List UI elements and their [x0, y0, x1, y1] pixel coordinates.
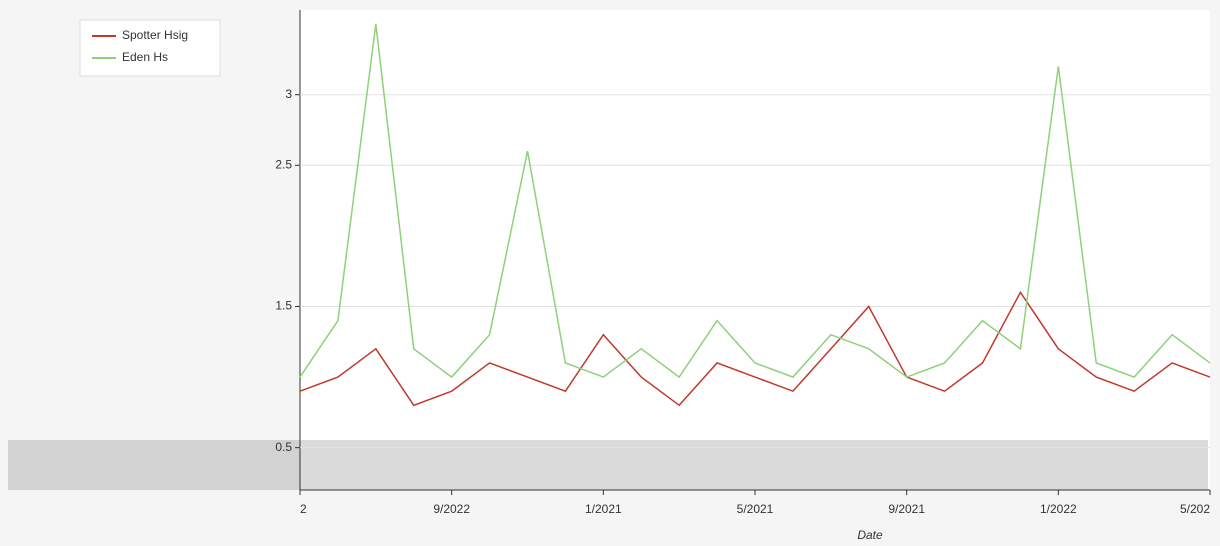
x-axis-label: Date	[857, 528, 883, 542]
y-tick-label: 1.5	[275, 299, 292, 313]
legend-label: Spotter Hsig	[122, 28, 188, 42]
x-tick-label: 1/2021	[585, 502, 622, 516]
x-tick-label: 5/202	[1180, 502, 1210, 516]
plot-area	[300, 10, 1210, 490]
y-tick-label: 0.5	[275, 440, 292, 454]
y-tick-label: 3	[285, 87, 292, 101]
x-tick-label: 9/2022	[433, 502, 470, 516]
y-tick-label: 2.5	[275, 157, 292, 171]
chart: Date Spotter Hsig Eden Hs 0.5 1.5 2.5 3 2 9/20…	[0, 0, 1220, 546]
legend-label: Eden Hs	[122, 50, 168, 64]
x-tick-label: 1/2022	[1040, 502, 1077, 516]
legend: Spotter Hsig Eden Hs	[80, 20, 220, 76]
x-tick-label: 2	[300, 502, 307, 516]
x-tick-label: 9/2021	[888, 502, 925, 516]
x-tick-label: 5/2021	[737, 502, 774, 516]
